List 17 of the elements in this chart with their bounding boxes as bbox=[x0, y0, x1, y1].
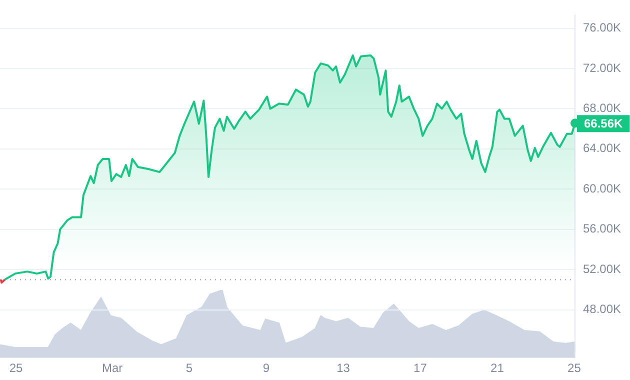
x-tick-label: 17 bbox=[414, 361, 428, 376]
y-tick-label: 64.00K bbox=[583, 141, 622, 156]
y-tick-label: 60.00K bbox=[583, 181, 622, 196]
y-tick-label: 52.00K bbox=[583, 262, 622, 276]
annotation: 66.56K bbox=[584, 116, 624, 130]
y-tick-label: 72.00K bbox=[583, 60, 622, 75]
x-tick-label: 21 bbox=[490, 361, 504, 376]
x-tick-label: Mar bbox=[102, 361, 123, 376]
x-tick-label: 25 bbox=[568, 361, 582, 376]
y-tick-label: 56.00K bbox=[583, 222, 622, 236]
y-tick-label: 76.00K bbox=[583, 20, 622, 35]
x-tick-label: 5 bbox=[186, 361, 193, 376]
y-tick-label: 68.00K bbox=[583, 101, 622, 116]
x-tick-label: 9 bbox=[262, 361, 270, 376]
y-tick-label: 48.00K bbox=[583, 302, 622, 316]
x-tick-label: 25 bbox=[9, 361, 24, 376]
x-tick-label: 13 bbox=[336, 361, 350, 376]
